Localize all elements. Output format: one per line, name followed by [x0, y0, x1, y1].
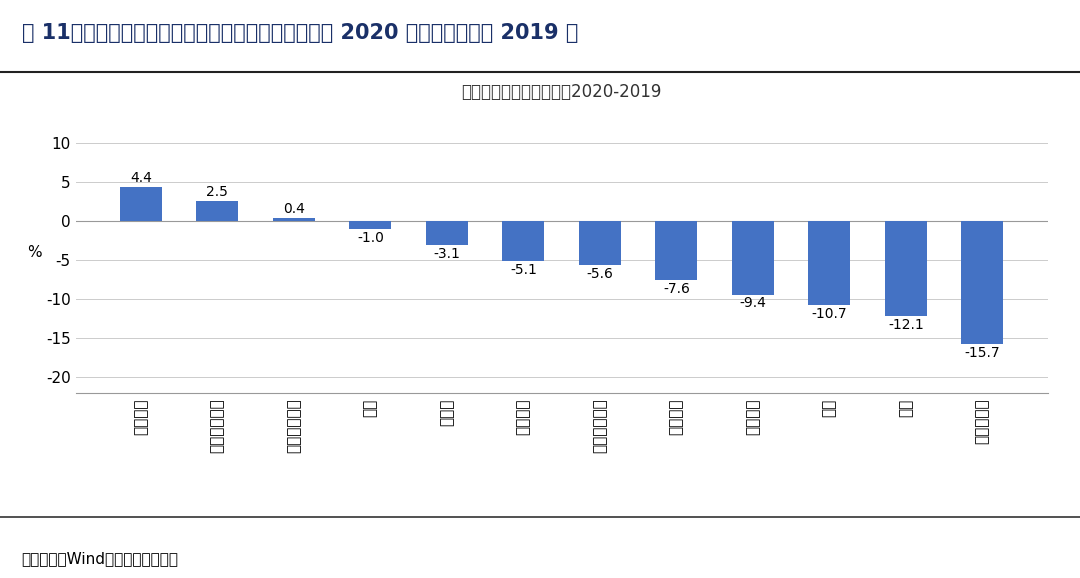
Text: 4.4: 4.4 [130, 171, 152, 184]
Bar [961, 221, 1003, 344]
Bar [808, 221, 850, 305]
Text: -7.6: -7.6 [663, 283, 690, 297]
Text: 0.4: 0.4 [283, 202, 305, 216]
Bar [732, 221, 774, 295]
Bar [349, 221, 391, 229]
Text: -5.6: -5.6 [586, 267, 613, 281]
Bar [656, 221, 698, 280]
Bar [197, 202, 239, 221]
Bar [885, 221, 927, 316]
Y-axis label: %: % [28, 245, 42, 260]
Text: -5.1: -5.1 [510, 263, 537, 277]
Text: -1.0: -1.0 [356, 231, 383, 244]
Text: -9.4: -9.4 [740, 297, 767, 310]
Text: -12.1: -12.1 [888, 317, 923, 332]
Bar [120, 187, 162, 221]
Bar [579, 221, 621, 265]
Text: 限额以上零售增速之差：2020-2019: 限额以上零售增速之差：2020-2019 [461, 83, 662, 101]
Text: 图 11：只有通讯器材、文化办公用品、体育娱乐用品 2020 年零售增速超过 2019 年: 图 11：只有通讯器材、文化办公用品、体育娱乐用品 2020 年零售增速超过 2… [22, 23, 578, 43]
Bar [426, 221, 468, 245]
Text: 数据来源：Wind，东吴证券研究所: 数据来源：Wind，东吴证券研究所 [22, 551, 178, 566]
Text: -15.7: -15.7 [964, 346, 1000, 360]
Text: -3.1: -3.1 [433, 247, 460, 261]
Bar [273, 218, 315, 221]
Text: -10.7: -10.7 [811, 306, 847, 321]
Text: 2.5: 2.5 [206, 186, 228, 199]
Bar [502, 221, 544, 261]
